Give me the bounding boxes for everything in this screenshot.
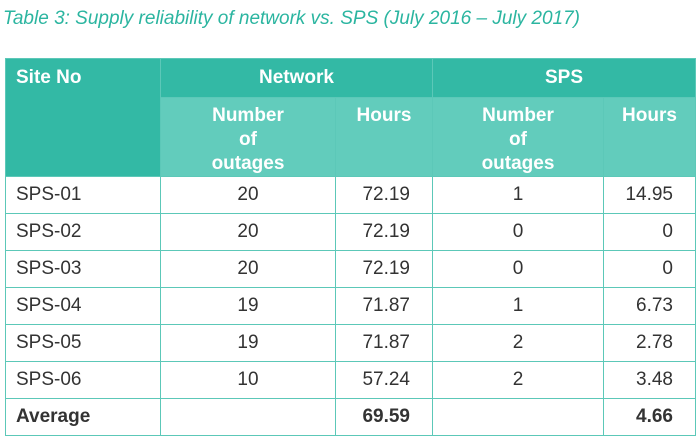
- table-cell: 20: [160, 250, 336, 288]
- table-cell: 72.19: [335, 250, 433, 288]
- table-cell: 14.95: [603, 176, 696, 214]
- table-cell: 19: [160, 324, 336, 362]
- table-row: SPS-05 19 71.87 2 2.78: [5, 324, 696, 362]
- table-cell: 1: [432, 176, 604, 214]
- table-cell: 69.59: [335, 398, 433, 436]
- table-cell: SPS-01: [5, 176, 161, 214]
- table-cell: 72.19: [335, 213, 433, 251]
- table-cell: 0: [603, 250, 696, 288]
- table-cell: SPS-03: [5, 250, 161, 288]
- table-row: SPS-03 20 72.19 0 0: [5, 250, 696, 288]
- subheader-cell: Number of outages: [160, 97, 336, 177]
- table-cell: [432, 398, 604, 436]
- header-cell: Site No: [5, 58, 161, 177]
- header-cell: Network: [160, 58, 433, 98]
- table-cell: 72.19: [335, 176, 433, 214]
- table-cell: 0: [432, 250, 604, 288]
- table-cell: SPS-02: [5, 213, 161, 251]
- table-cell: 0: [432, 213, 604, 251]
- table-cell: SPS-05: [5, 324, 161, 362]
- table-cell: 0: [603, 213, 696, 251]
- table-cell: 4.66: [603, 398, 696, 436]
- header-cell: SPS: [432, 58, 696, 98]
- table-cell: 3.48: [603, 361, 696, 399]
- table-row: SPS-04 19 71.87 1 6.73: [5, 287, 696, 325]
- subheader-cell: Number of outages: [432, 97, 604, 177]
- table-cell: 71.87: [335, 324, 433, 362]
- table-cell: 71.87: [335, 287, 433, 325]
- average-row: Average 69.59 4.66: [5, 398, 696, 436]
- table-row: SPS-06 10 57.24 2 3.48: [5, 361, 696, 399]
- table-body: SPS-01 20 72.19 1 14.95 SPS-02 20 72.19 0 0 SPS-03…: [5, 176, 696, 436]
- table-cell: SPS-06: [5, 361, 161, 399]
- subheader-cell: Hours: [335, 97, 433, 177]
- table-cell: 57.24: [335, 361, 433, 399]
- subheader-cell: Hours: [603, 97, 696, 177]
- table-row: SPS-02 20 72.19 0 0: [5, 213, 696, 251]
- table-cell: Average: [5, 398, 161, 436]
- table-cell: 19: [160, 287, 336, 325]
- table-cell: 6.73: [603, 287, 696, 325]
- reliability-table: Site No Network SPS Number of outages Ho…: [5, 58, 696, 436]
- table-cell: [160, 398, 336, 436]
- table-row: SPS-01 20 72.19 1 14.95: [5, 176, 696, 214]
- table-cell: 2.78: [603, 324, 696, 362]
- table-cell: 20: [160, 176, 336, 214]
- table-cell: SPS-04: [5, 287, 161, 325]
- table-cell: 10: [160, 361, 336, 399]
- table-cell: 2: [432, 361, 604, 399]
- table-cell: 1: [432, 287, 604, 325]
- table-cell: 2: [432, 324, 604, 362]
- table-title: Table 3: Supply reliability of network v…: [3, 8, 580, 29]
- table-cell: 20: [160, 213, 336, 251]
